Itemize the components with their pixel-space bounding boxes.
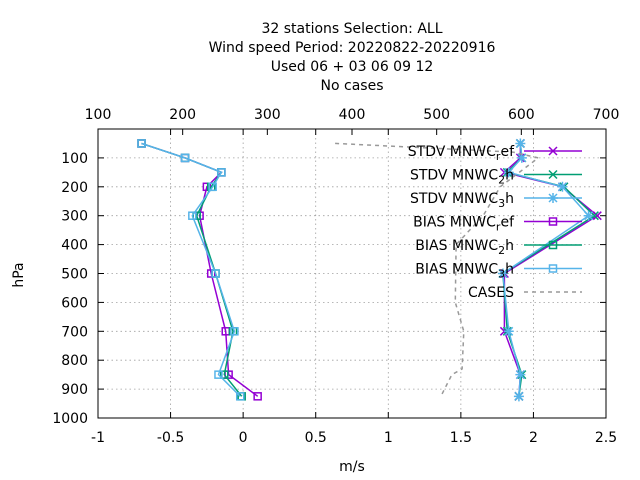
data-point-square-marker xyxy=(208,182,217,192)
plot-series xyxy=(137,138,602,402)
legend-entry-stdv_3h: STDV MNWC3h xyxy=(410,191,582,210)
chart-title: 32 stations Selection: ALL Wind speed Pe… xyxy=(209,21,496,94)
series-stdv_3h xyxy=(497,138,594,402)
x2-tick-label: 300 xyxy=(254,107,281,123)
data-point-star-marker xyxy=(513,391,524,402)
y-tick-label: 300 xyxy=(61,209,88,225)
title-line-3: Used 06 + 03 06 09 12 xyxy=(271,59,434,75)
data-point-square-marker xyxy=(137,139,146,148)
x2-tick-label: 100 xyxy=(85,107,112,123)
y-tick-label: 600 xyxy=(61,295,88,311)
x-tick-label: 2.5 xyxy=(595,430,617,446)
x2-tick-label: 500 xyxy=(423,107,450,123)
title-line-2: Wind speed Period: 20220822-20220916 xyxy=(209,40,496,56)
data-point-star-marker xyxy=(516,152,527,163)
x-tick-label: 1 xyxy=(384,430,393,446)
data-point-square-marker xyxy=(217,168,226,177)
data-point-square-marker xyxy=(214,370,223,379)
data-point-square-marker xyxy=(180,153,190,163)
legend-label: BIAS MNWC3h xyxy=(415,262,514,281)
data-point-square-marker xyxy=(211,269,220,278)
legend-entry-bias_ref: BIAS MNWCref xyxy=(413,215,582,234)
data-point-square-marker xyxy=(235,392,245,401)
data-point-star-marker xyxy=(503,326,514,337)
x2-tick-label: 400 xyxy=(339,107,366,123)
y-tick-label: 900 xyxy=(61,382,88,398)
x-tick-label: -1 xyxy=(91,430,105,446)
data-point-square-marker xyxy=(548,240,558,250)
series-line-bias_3h xyxy=(141,142,241,397)
y-tick-label: 800 xyxy=(61,353,88,369)
y-tick-label: 1000 xyxy=(52,411,88,427)
legend-label: STDV MNWC2h xyxy=(410,168,514,187)
y-tick-label: 100 xyxy=(61,151,88,167)
title-line-4: No cases xyxy=(321,78,384,94)
legend-label: BIAS MNWC2h xyxy=(415,238,514,257)
data-point-star-marker xyxy=(583,210,594,221)
legend-label: STDV MNWC3h xyxy=(410,191,514,210)
data-point-x-marker xyxy=(548,146,558,156)
title-line-1: 32 stations Selection: ALL xyxy=(261,21,442,37)
x-tick-label: -0.5 xyxy=(157,430,184,446)
legend-label: CASES xyxy=(468,285,514,301)
legend-entry-cases: CASES xyxy=(468,285,582,301)
y-tick-label: 500 xyxy=(61,267,88,283)
data-point-square-marker xyxy=(230,327,239,336)
legend-label: BIAS MNWCref xyxy=(413,215,515,234)
data-point-x-marker xyxy=(592,211,602,221)
legend-entry-stdv_ref: STDV MNWCref xyxy=(408,144,582,163)
x-tick-label: 2 xyxy=(529,430,538,446)
data-point-square-marker xyxy=(206,269,216,278)
y-tick-label: 200 xyxy=(61,180,88,196)
data-point-star-marker xyxy=(497,268,508,279)
legend: STDV MNWCref STDV MNWC2h STDV MNWC3h BIAS M… xyxy=(408,144,582,301)
y-tick-label: 700 xyxy=(61,324,88,340)
data-point-star-marker xyxy=(515,138,526,149)
axes: -1 -0.5 0 0.5 1 1.5 2 2.5 100 200 300 400 500 600 700 1… xyxy=(52,107,619,446)
x-tick-label: 0 xyxy=(239,430,248,446)
data-point-star-marker xyxy=(503,167,514,178)
x-axis-label: m/s xyxy=(339,459,365,475)
data-point-square-marker xyxy=(188,211,197,220)
legend-label: STDV MNWCref xyxy=(408,144,515,163)
data-point-star-marker xyxy=(557,181,568,192)
x2-tick-label: 600 xyxy=(508,107,535,123)
y-axis-label: hPa xyxy=(11,262,27,287)
x-tick-label: 1.5 xyxy=(450,430,472,446)
data-point-star-marker xyxy=(548,193,558,203)
series-line-cases xyxy=(335,142,541,397)
y-tick-label: 400 xyxy=(61,238,88,254)
x2-tick-label: 200 xyxy=(169,107,196,123)
data-point-star-marker xyxy=(515,369,526,380)
legend-entry-stdv_2h: STDV MNWC2h xyxy=(410,168,582,187)
series-bias_3h xyxy=(137,139,245,401)
legend-entry-bias_2h: BIAS MNWC2h xyxy=(415,238,582,257)
data-point-x-marker xyxy=(548,169,558,180)
data-point-square-marker xyxy=(548,264,558,273)
x-tick-label: 0.5 xyxy=(305,430,327,446)
data-point-square-marker xyxy=(548,217,558,226)
x2-tick-label: 700 xyxy=(593,107,620,123)
data-point-square-marker xyxy=(220,370,229,379)
data-point-square-marker xyxy=(202,182,212,192)
legend-entry-bias_3h: BIAS MNWC3h xyxy=(415,262,582,281)
series-cases xyxy=(335,142,541,397)
data-point-square-marker xyxy=(253,392,262,401)
